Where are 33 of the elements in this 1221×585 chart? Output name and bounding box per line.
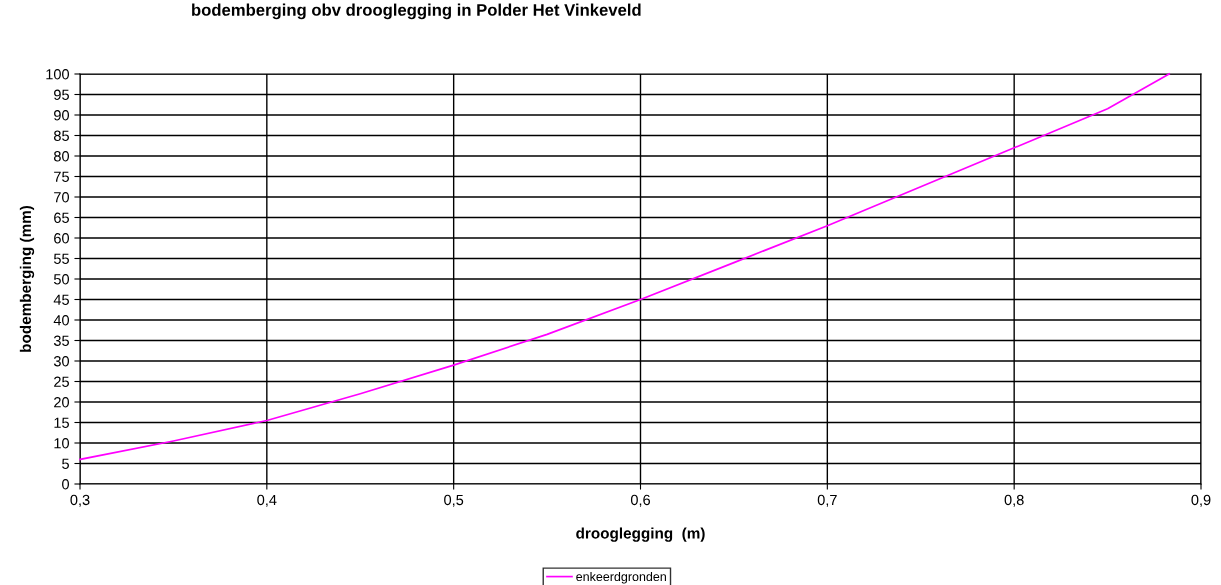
y-tick-label: 15 — [54, 417, 69, 428]
y-tick-label: 70 — [54, 192, 70, 203]
y-tick-label: 25 — [54, 376, 69, 387]
y-tick-label: 85 — [54, 130, 69, 141]
y-tick-label: 10 — [54, 438, 70, 449]
y-tick-label: 55 — [53, 253, 69, 264]
x-tick-label: 0,8 — [1004, 494, 1024, 507]
y-tick-label: 40 — [53, 315, 70, 326]
x-tick-label: 0,6 — [630, 494, 650, 507]
y-tick-label: 30 — [53, 356, 70, 367]
y-tick-label: 50 — [53, 274, 70, 285]
line-series — [79, 73, 1171, 461]
y-tick-label: 95 — [54, 89, 69, 100]
x-tick-label: 0,5 — [444, 494, 464, 507]
x-tick-label: 0,9 — [1191, 494, 1211, 507]
y-tick-label: 20 — [54, 397, 70, 408]
x-tick-label: 0,7 — [817, 494, 837, 507]
x-tick-label: 0,4 — [257, 494, 277, 507]
y-axis-title: bodemberging (mm) — [19, 205, 35, 352]
chart-title: bodemberging obv drooglegging in Polder Het Vinkeveld — [192, 3, 641, 20]
y-tick-label: 60 — [54, 233, 70, 244]
y-tick-label: 90 — [54, 110, 70, 121]
y-tick-label: 80 — [54, 151, 70, 162]
y-tick-label: 5 — [62, 458, 69, 469]
x-axis-title: drooglegging (m) — [576, 527, 705, 542]
y-tick-label: 75 — [54, 171, 69, 182]
x-tick-label: 0,3 — [70, 494, 90, 507]
y-tick-label: 100 — [46, 69, 70, 80]
y-tick-label: 0 — [62, 479, 70, 490]
legend-label: enkeerdgronden — [576, 571, 666, 584]
y-tick-label: 35 — [53, 335, 69, 346]
y-tick-label: 45 — [53, 294, 69, 305]
y-tick-label: 65 — [54, 212, 69, 223]
